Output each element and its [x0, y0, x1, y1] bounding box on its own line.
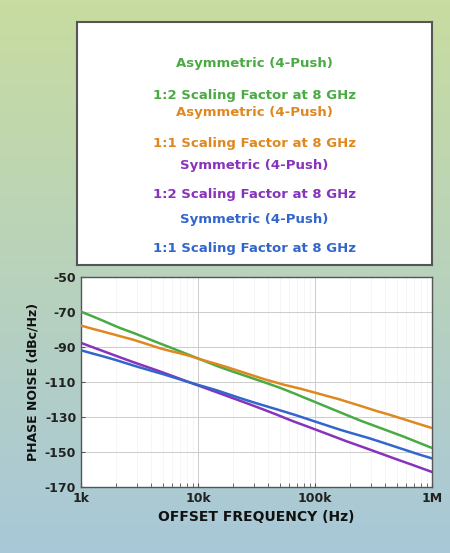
Text: 1:1 Scaling Factor at 8 GHz: 1:1 Scaling Factor at 8 GHz [153, 137, 356, 150]
X-axis label: OFFSET FREQUENCY (Hz): OFFSET FREQUENCY (Hz) [158, 510, 355, 524]
Y-axis label: PHASE NOISE (dBc/Hz): PHASE NOISE (dBc/Hz) [26, 302, 39, 461]
Text: 1:2 Scaling Factor at 8 GHz: 1:2 Scaling Factor at 8 GHz [153, 88, 356, 102]
Text: Symmetric (4-Push): Symmetric (4-Push) [180, 213, 328, 226]
Text: Asymmetric (4-Push): Asymmetric (4-Push) [176, 106, 333, 119]
Text: 1:2 Scaling Factor at 8 GHz: 1:2 Scaling Factor at 8 GHz [153, 189, 356, 201]
Text: 1:1 Scaling Factor at 8 GHz: 1:1 Scaling Factor at 8 GHz [153, 242, 356, 255]
Text: Asymmetric (4-Push): Asymmetric (4-Push) [176, 57, 333, 70]
Text: Symmetric (4-Push): Symmetric (4-Push) [180, 159, 328, 172]
